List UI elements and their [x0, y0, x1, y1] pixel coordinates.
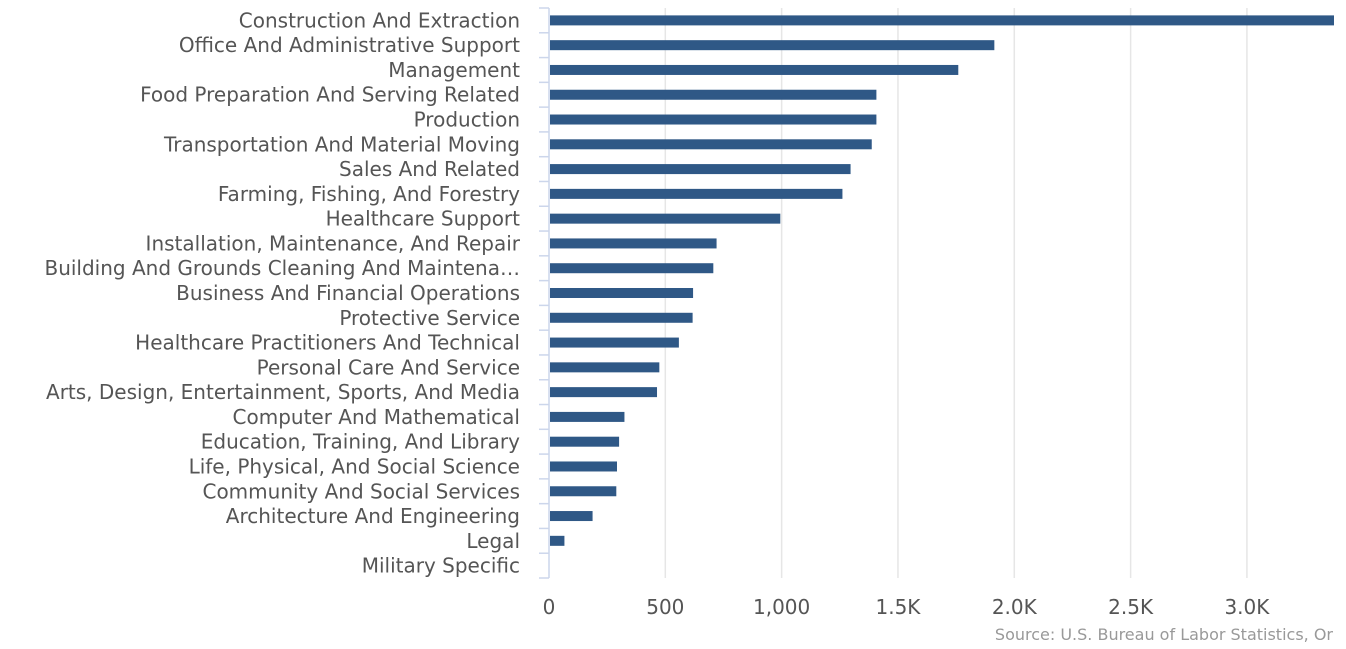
x-axis-tick-labels: 0 500 1,000 1.5K 2.0K 2.5K 3.0K — [543, 595, 1271, 619]
bar[interactable] — [550, 362, 660, 373]
y-axis — [539, 7, 550, 579]
bar[interactable] — [550, 535, 565, 546]
bar[interactable] — [550, 64, 959, 75]
category-label: Personal Care And Service — [257, 355, 520, 379]
category-label: Education, Training, And Library — [201, 430, 520, 454]
bar[interactable] — [550, 238, 717, 249]
bar[interactable] — [550, 387, 658, 398]
bar[interactable] — [550, 511, 593, 522]
bars — [550, 15, 1334, 546]
category-label: Installation, Maintenance, And Repair — [146, 231, 521, 255]
x-tick-label: 3.0K — [1224, 595, 1270, 619]
category-label: Farming, Fishing, And Forestry — [218, 182, 520, 206]
bar[interactable] — [550, 436, 620, 447]
category-label: Architecture And Engineering — [226, 504, 520, 528]
category-label: Military Specific — [362, 554, 520, 578]
x-tick-label: 2.0K — [992, 595, 1038, 619]
bar[interactable] — [550, 213, 781, 224]
bar[interactable] — [550, 139, 872, 150]
category-label: Production — [414, 108, 520, 132]
bar[interactable] — [550, 40, 995, 51]
x-tick-label: 1,000 — [753, 595, 810, 619]
category-label: Community And Social Services — [202, 479, 520, 503]
bar[interactable] — [550, 486, 617, 497]
x-tick-label: 0 — [543, 595, 556, 619]
category-label: Sales And Related — [339, 157, 520, 181]
x-tick-label: 1.5K — [876, 595, 922, 619]
category-label: Food Preparation And Serving Related — [140, 83, 520, 107]
category-label: Management — [388, 58, 520, 82]
category-label: Legal — [466, 529, 520, 553]
category-label: Healthcare Practitioners And Technical — [135, 331, 520, 355]
category-label: Construction And Extraction — [239, 8, 520, 32]
category-label: Healthcare Support — [326, 207, 521, 231]
category-label: Transportation And Material Moving — [163, 132, 520, 156]
x-tick-label: 500 — [646, 595, 684, 619]
category-label: Office And Administrative Support — [179, 33, 520, 57]
category-label: Building And Grounds Cleaning And Mainte… — [44, 256, 520, 280]
bar[interactable] — [550, 114, 877, 125]
x-tick-label: 2.5K — [1108, 595, 1154, 619]
category-label: Protective Service — [339, 306, 520, 330]
category-label: Life, Physical, And Social Science — [189, 454, 520, 478]
bar[interactable] — [550, 164, 851, 175]
category-label: Business And Financial Operations — [176, 281, 520, 305]
category-label: Computer And Mathematical — [233, 405, 520, 429]
source-note[interactable]: Source: U.S. Bureau of Labor Statistics,… — [995, 625, 1334, 644]
bar[interactable] — [550, 89, 877, 100]
bar[interactable] — [550, 312, 693, 323]
bar[interactable] — [550, 263, 714, 274]
grid-lines — [664, 8, 1248, 578]
category-label: Arts, Design, Entertainment, Sports, And… — [46, 380, 520, 404]
bar[interactable] — [550, 337, 679, 348]
bar[interactable] — [550, 15, 1334, 26]
bar[interactable] — [550, 288, 694, 298]
bar[interactable] — [550, 188, 843, 199]
bar[interactable] — [550, 461, 618, 472]
bar[interactable] — [550, 411, 625, 422]
